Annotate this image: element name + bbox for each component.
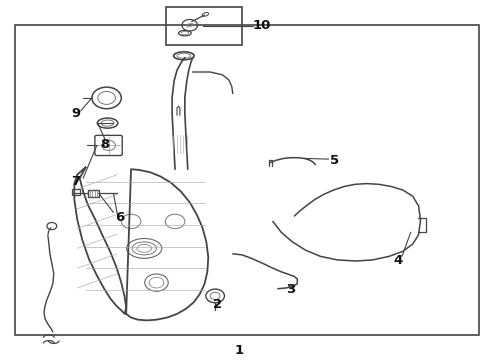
Text: 8: 8 <box>101 138 109 150</box>
Text: 9: 9 <box>71 107 80 120</box>
Bar <box>88 190 99 197</box>
Text: 3: 3 <box>286 283 295 296</box>
Bar <box>15 25 478 335</box>
Text: 6: 6 <box>115 211 124 224</box>
Text: 1: 1 <box>235 345 244 357</box>
Text: 2: 2 <box>213 298 222 311</box>
Text: 7: 7 <box>71 175 80 188</box>
Text: 5: 5 <box>330 154 339 167</box>
Bar <box>72 189 80 195</box>
Bar <box>166 7 242 45</box>
Text: 10: 10 <box>252 19 270 32</box>
Text: 4: 4 <box>393 255 402 267</box>
